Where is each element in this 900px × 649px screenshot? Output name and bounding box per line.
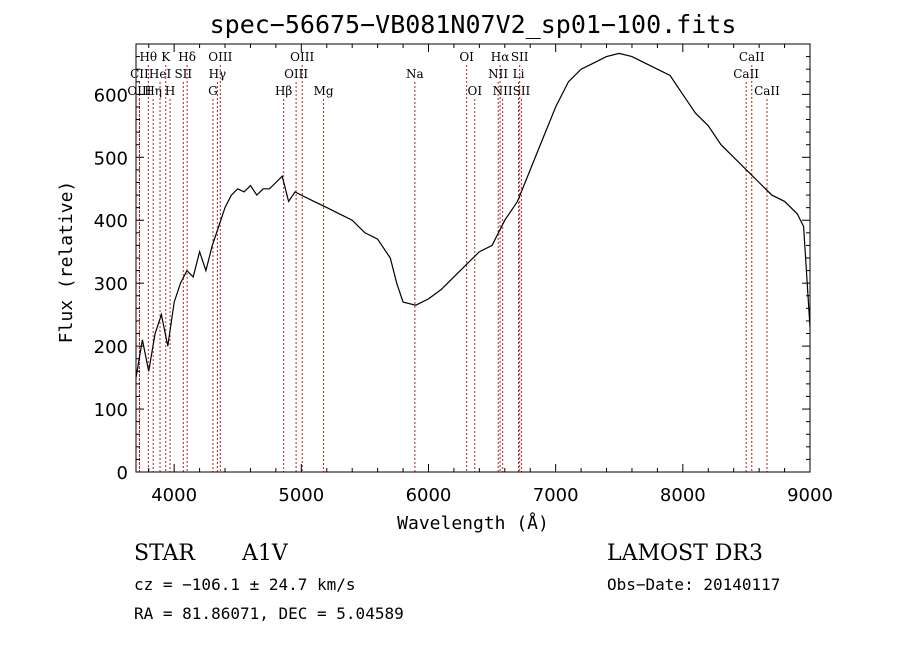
y-tick-label: 500 (94, 148, 128, 169)
line-marker-label: Hθ (139, 50, 157, 64)
x-axis-ticks: 4000 5000 6000 7000 8000 9000 (148, 44, 833, 506)
line-marker-label: OIII (290, 50, 314, 64)
line-marker-label: CaII (739, 50, 765, 64)
object-type: STAR (134, 541, 196, 566)
line-marker-label: SII (513, 84, 531, 98)
y-tick-label: 300 (94, 274, 128, 295)
y-axis-ticks: 0 100 200 300 400 500 600 (94, 43, 810, 484)
line-marker-label: CaII (754, 84, 780, 98)
line-marker-label: Mg (314, 84, 334, 98)
line-marker-label: OIII (208, 50, 232, 64)
x-tick-label: 4000 (151, 485, 197, 506)
line-marker-label: CaII (733, 67, 759, 81)
spectrum-line (135, 52, 811, 378)
redshift-text: cz = −106.1 ± 24.7 km/s (134, 575, 356, 594)
line-marker-label: SII (174, 67, 192, 81)
coordinates-text: RA = 81.86071, DEC = 5.04589 (134, 604, 404, 623)
chart-title: spec−56675−VB081N07V2_sp01−100.fits (210, 10, 737, 39)
line-marker-label: NII (488, 67, 508, 81)
line-marker-label: Hβ (275, 84, 292, 98)
y-tick-label: 600 (94, 85, 128, 106)
obs-date-text: Obs−Date: 20140117 (607, 575, 780, 594)
line-marker-label: Hη (144, 84, 162, 98)
survey-name: LAMOST DR3 (607, 541, 763, 566)
object-subclass: A1V (241, 541, 289, 566)
x-tick-label: 6000 (406, 485, 452, 506)
line-marker-label: SII (511, 50, 529, 64)
line-marker-label: NII (493, 84, 513, 98)
line-marker-label: K (161, 50, 171, 64)
y-tick-label: 100 (94, 400, 128, 421)
x-tick-label: 8000 (660, 485, 706, 506)
line-marker-label: G (208, 84, 218, 98)
line-marker-label: Hγ (209, 67, 227, 81)
line-marker-label: CII (130, 67, 149, 81)
spectrum-series (135, 52, 811, 378)
line-marker-label: Na (406, 67, 424, 81)
y-tick-label: 0 (117, 463, 128, 484)
x-tick-label: 9000 (787, 485, 833, 506)
line-marker-label: H (165, 84, 175, 98)
line-marker-label: OI (467, 84, 482, 98)
line-marker-label: Hδ (178, 50, 196, 64)
line-marker-label: Hα (491, 50, 510, 64)
line-marker-label: OIII (127, 84, 151, 98)
x-tick-label: 7000 (533, 485, 579, 506)
x-tick-label: 5000 (278, 485, 324, 506)
line-marker-label: OI (459, 50, 474, 64)
x-axis-label: Wavelength (Å) (397, 512, 549, 534)
y-tick-label: 400 (94, 211, 128, 232)
line-marker-label: Li (513, 67, 525, 81)
line-marker-label: HeI (149, 67, 172, 81)
line-marker-label: OIII (284, 67, 308, 81)
y-axis-label: Flux (relative) (56, 181, 77, 344)
y-tick-label: 200 (94, 337, 128, 358)
